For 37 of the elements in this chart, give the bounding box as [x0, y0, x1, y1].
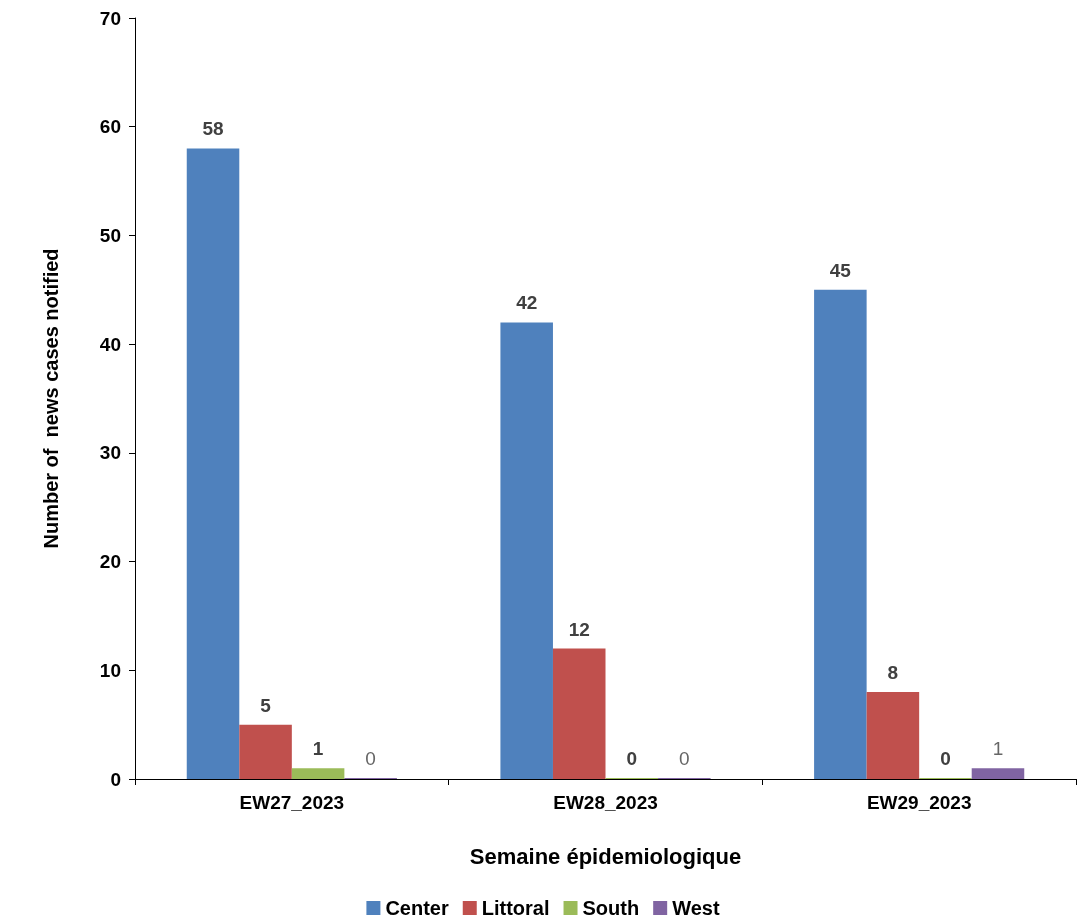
y-tick-label: 20	[99, 551, 121, 573]
y-tick-label: 60	[99, 116, 121, 138]
data-label: 42	[516, 292, 538, 314]
y-tick-label: 0	[110, 768, 121, 790]
y-tick-label: 70	[99, 7, 121, 29]
data-label: 0	[679, 748, 690, 769]
y-tick-label: 10	[99, 659, 121, 681]
data-label: 0	[940, 748, 951, 769]
x-tick-label: EW27_2023	[239, 792, 345, 813]
data-label: 12	[568, 618, 590, 640]
x-tick-label: EW28_2023	[553, 792, 658, 813]
legend-label: South	[582, 897, 640, 919]
bar	[291, 768, 345, 779]
y-axis-title: Number of news cases notified	[40, 248, 62, 549]
x-axis-title: Semaine épidemiologique	[469, 843, 742, 869]
legend-label: Littoral	[481, 897, 550, 919]
bar	[866, 692, 920, 779]
data-label: 58	[202, 118, 224, 140]
data-label: 5	[260, 694, 272, 716]
bar	[814, 289, 867, 779]
y-tick-label: 50	[99, 224, 121, 246]
data-label: 1	[312, 738, 324, 760]
legend-label: West	[672, 897, 720, 919]
bar	[239, 724, 292, 779]
legend-label: Center	[385, 897, 449, 919]
x-tick-label: EW29_2023	[866, 792, 972, 813]
data-label: 8	[887, 662, 899, 684]
bar	[971, 768, 1025, 779]
y-tick-label: 30	[99, 442, 121, 464]
bar	[186, 148, 240, 779]
data-label: 0	[626, 748, 638, 769]
data-label: 0	[365, 748, 376, 769]
data-label: 1	[992, 738, 1004, 760]
y-tick-label: 40	[99, 333, 121, 355]
bar	[552, 648, 606, 779]
bar	[500, 322, 553, 779]
data-label: 45	[829, 259, 852, 281]
